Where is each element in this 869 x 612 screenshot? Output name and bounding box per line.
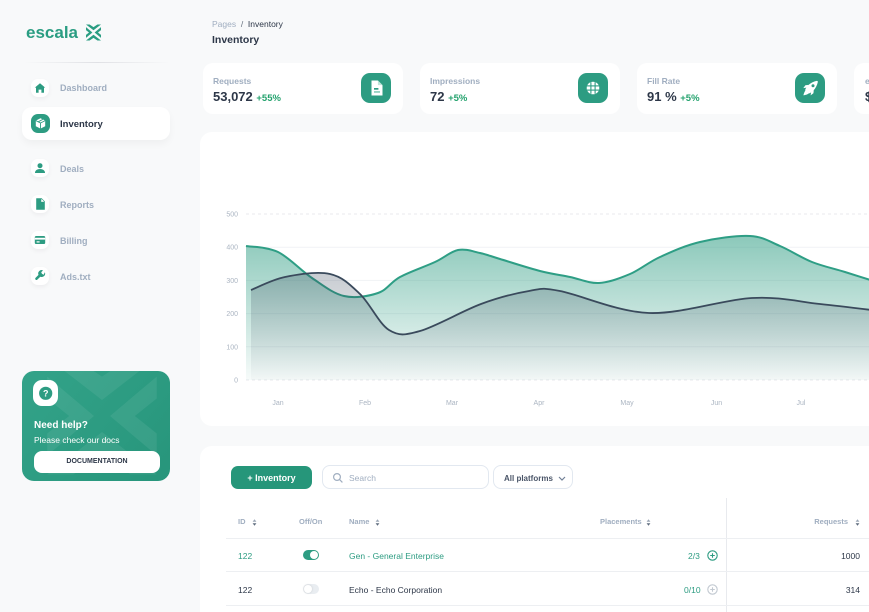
- svg-text:Mar: Mar: [446, 400, 459, 407]
- svg-text:400: 400: [226, 245, 238, 252]
- svg-text:300: 300: [226, 278, 238, 285]
- svg-text:0: 0: [234, 378, 238, 385]
- svg-text:100: 100: [226, 344, 238, 351]
- svg-text:Jul: Jul: [797, 400, 806, 407]
- svg-text:Apr: Apr: [534, 400, 546, 407]
- svg-text:Feb: Feb: [359, 400, 371, 407]
- svg-text:200: 200: [226, 311, 238, 318]
- svg-text:500: 500: [226, 212, 238, 219]
- svg-text:Jun: Jun: [711, 400, 722, 407]
- svg-text:Jan: Jan: [272, 400, 283, 407]
- svg-text:?: ?: [43, 388, 49, 398]
- svg-text:May: May: [620, 400, 634, 407]
